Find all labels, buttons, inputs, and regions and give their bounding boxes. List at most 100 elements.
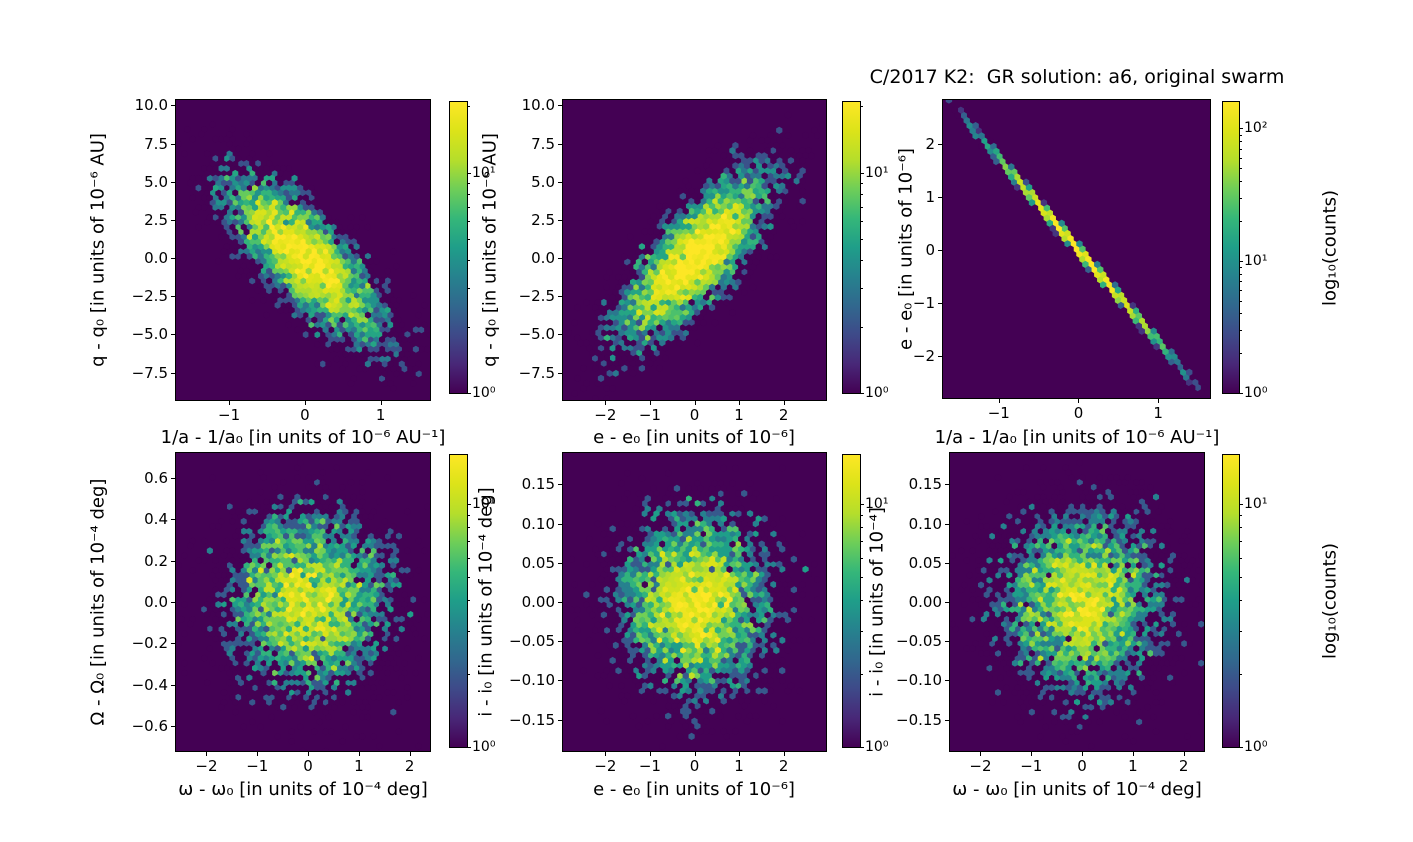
- y-tick-label: −0.6: [131, 717, 168, 736]
- y-tick-label: 0.6: [144, 468, 168, 487]
- y-tick-label: 0.4: [144, 510, 168, 529]
- y-tick-label: 0.15: [908, 475, 942, 494]
- x-tick-label: 2: [1178, 757, 1189, 775]
- colorbar-minor-tick-mark: [1239, 300, 1242, 302]
- x-tick-mark: [229, 400, 231, 405]
- colorbar-minor-tick-mark: [860, 630, 863, 632]
- y-tick-mark: [171, 181, 176, 183]
- y-tick-mark: [171, 477, 176, 479]
- x-tick-label: −2: [594, 757, 617, 775]
- colorbar-minor-tick-mark: [467, 673, 470, 675]
- colorbar: [842, 454, 861, 748]
- x-tick-label: −1: [638, 406, 661, 424]
- x-tick-mark: [694, 400, 696, 405]
- colorbar: [1222, 101, 1240, 394]
- colorbar-tick-label: 10¹: [472, 495, 496, 512]
- y-tick-mark: [171, 258, 176, 259]
- colorbar-minor-tick-mark: [1239, 600, 1242, 602]
- colorbar-minor-tick-mark: [860, 287, 863, 289]
- y-tick-label: −7.5: [518, 363, 555, 382]
- colorbar-minor-tick-mark: [860, 673, 863, 675]
- y-axis-label: q - q₀ [in units of 10⁻⁶ AU]: [87, 133, 109, 367]
- colorbar-tick-label: 10¹: [472, 164, 496, 181]
- x-axis-label: 1/a - 1/a₀ [in units of 10⁻⁶ AU⁻¹]: [934, 427, 1220, 448]
- y-tick-mark: [171, 219, 176, 221]
- colorbar-tick-label: 10²: [1244, 120, 1268, 137]
- colorbar: [842, 101, 861, 394]
- y-tick-mark: [171, 684, 176, 686]
- x-tick-label: −1: [987, 404, 1010, 422]
- y-tick-mark: [945, 680, 950, 682]
- x-tick-mark: [605, 751, 607, 756]
- x-axis-label: e - e₀ [in units of 10⁻⁶]: [593, 427, 795, 448]
- y-tick-label: 2.5: [531, 210, 555, 229]
- colorbar-minor-tick-mark: [467, 182, 470, 184]
- y-tick-mark: [558, 105, 563, 107]
- x-tick-label: 1: [734, 757, 744, 775]
- colorbar-minor-tick-mark: [1239, 290, 1242, 292]
- x-tick-mark: [980, 751, 982, 756]
- y-tick-mark: [171, 602, 176, 603]
- hexbin-plot-canvas: [175, 452, 431, 752]
- colorbar-minor-tick-mark: [860, 557, 863, 559]
- y-tick-label: 0.10: [908, 514, 942, 533]
- colorbar-minor-tick-mark: [1239, 220, 1242, 222]
- colorbar-minor-tick-mark: [1239, 329, 1242, 331]
- colorbar: [1222, 454, 1240, 748]
- colorbar-tick-mark: [467, 172, 471, 174]
- colorbar-minor-tick-mark: [860, 221, 863, 223]
- x-tick-label: 1: [734, 406, 744, 424]
- y-tick-label: 2.5: [144, 210, 168, 229]
- x-tick-mark: [649, 751, 651, 756]
- y-tick-label: −0.10: [896, 671, 942, 690]
- colorbar: [449, 101, 468, 394]
- colorbar-minor-tick-mark: [1239, 630, 1242, 632]
- colorbar-tick-label: 10⁰: [1244, 385, 1268, 401]
- colorbar-tick-label: 10⁰: [865, 385, 889, 401]
- colorbar-minor-tick-mark: [467, 106, 470, 108]
- colorbar-label: log₁₀(counts): [1319, 542, 1341, 660]
- y-tick-mark: [558, 181, 563, 183]
- colorbar-minor-tick-mark: [1239, 134, 1242, 136]
- colorbar-minor-tick-mark: [1239, 266, 1242, 268]
- y-tick-mark: [938, 143, 943, 145]
- colorbar-minor-tick-mark: [467, 326, 470, 328]
- colorbar-minor-tick-mark: [860, 238, 863, 240]
- x-tick-label: −1: [246, 757, 269, 775]
- y-tick-mark: [558, 372, 563, 374]
- colorbar-minor-tick-mark: [1239, 281, 1242, 283]
- y-tick-label: −0.10: [509, 671, 555, 690]
- x-tick-mark: [1082, 751, 1084, 756]
- y-axis-label: Ω - Ω₀ [in units of 10⁻⁴ deg]: [87, 478, 109, 726]
- y-tick-mark: [558, 719, 563, 721]
- x-tick-mark: [1158, 398, 1160, 403]
- colorbar-minor-tick-mark: [467, 557, 470, 559]
- y-tick-label: −5.0: [518, 325, 555, 344]
- colorbar-minor-tick-mark: [467, 193, 470, 195]
- y-tick-mark: [558, 258, 563, 259]
- x-tick-mark: [409, 751, 411, 756]
- y-tick-label: −5.0: [131, 325, 168, 344]
- y-tick-label: 0.05: [908, 553, 942, 572]
- x-axis-label: e - e₀ [in units of 10⁻⁶]: [593, 779, 795, 800]
- y-tick-mark: [938, 196, 943, 198]
- hexbin-plot-canvas: [949, 452, 1205, 752]
- y-tick-mark: [945, 641, 950, 643]
- y-tick-mark: [945, 602, 950, 603]
- x-tick-label: −1: [218, 406, 241, 424]
- colorbar-minor-tick-mark: [860, 527, 863, 529]
- colorbar-minor-tick-mark: [467, 514, 470, 516]
- y-tick-label: −7.5: [131, 363, 168, 382]
- y-tick-mark: [938, 356, 943, 358]
- x-tick-mark: [1078, 398, 1080, 403]
- x-axis-label: ω - ω₀ [in units of 10⁻⁴ deg]: [952, 779, 1202, 800]
- x-tick-label: 0: [1073, 404, 1084, 422]
- colorbar-tick-mark: [1239, 260, 1243, 262]
- x-tick-mark: [1183, 751, 1185, 756]
- x-tick-mark: [380, 400, 382, 405]
- y-tick-mark: [171, 372, 176, 374]
- y-tick-mark: [558, 143, 563, 145]
- colorbar-minor-tick-mark: [860, 576, 863, 578]
- colorbar-tick-mark: [467, 393, 471, 394]
- x-tick-mark: [1031, 751, 1033, 756]
